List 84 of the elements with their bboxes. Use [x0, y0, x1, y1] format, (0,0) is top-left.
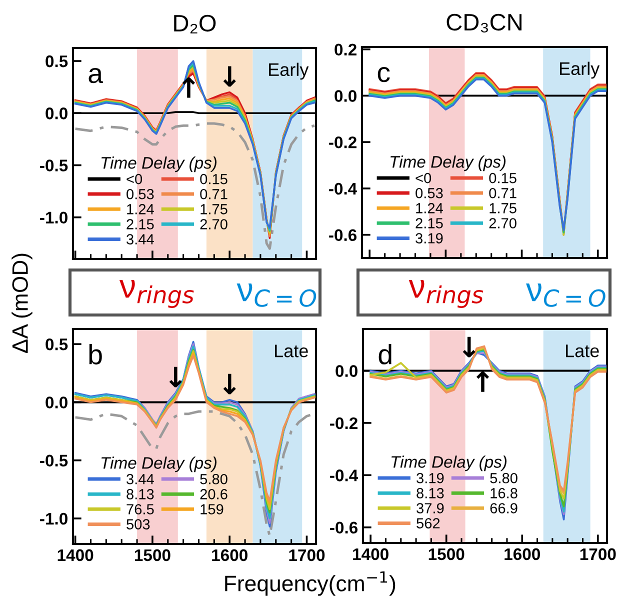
- legend-label: 1.24: [416, 203, 443, 214]
- legend-label: 5.80: [200, 474, 228, 484]
- legend-label: 8.13: [416, 488, 444, 498]
- annotation: ↓: [169, 366, 182, 388]
- annotation: b: [89, 344, 102, 364]
- legend-label: <0: [416, 172, 432, 184]
- annotation: Early: [560, 62, 600, 79]
- y-tick-label: -0.5: [40, 160, 68, 172]
- legend-title: Time Delay (ps): [392, 456, 507, 472]
- y-tick-label: 0.0: [46, 396, 68, 408]
- legend-label: 0.15: [200, 174, 228, 184]
- legend-label: 3.44: [126, 474, 154, 484]
- y-tick-label: -1.0: [40, 212, 68, 224]
- legend-label: 159: [200, 504, 224, 514]
- y-tick-label: 0.0: [334, 90, 356, 102]
- legend-label: 503: [126, 519, 150, 530]
- x-tick-label: 1500: [134, 549, 170, 562]
- legend-label: 0.15: [489, 172, 516, 184]
- y-tick-label: -0.6: [329, 229, 357, 242]
- legend-label: 3.19: [416, 472, 444, 484]
- legend-label: 3.19: [416, 233, 443, 244]
- annotation: ↑: [182, 77, 196, 98]
- legend-label: 2.15: [416, 218, 443, 228]
- legend-label: 562: [416, 518, 440, 528]
- x-tick-label: 1700: [289, 549, 325, 562]
- band-label: ν$_{rings}$: [408, 280, 484, 308]
- legend-title: Time Delay (ps): [102, 156, 216, 172]
- x-tick-label: 1700: [580, 548, 616, 560]
- legend-label: 0.71: [489, 188, 516, 198]
- annotation: d: [378, 344, 392, 364]
- x-tick-label: 1400: [58, 549, 94, 562]
- legend-label: 66.9: [490, 503, 518, 514]
- annotation: ↓: [223, 374, 236, 394]
- legend-label: 1.75: [200, 204, 228, 214]
- annotation: Late: [275, 344, 308, 358]
- legend-label: 2.70: [489, 218, 516, 228]
- y-tick-label: -0.6: [330, 522, 358, 534]
- legend-label: 16.8: [490, 488, 518, 498]
- x-tick-label: 1600: [504, 548, 540, 560]
- band-label: ν$_{C=O}$: [526, 283, 606, 307]
- x-tick-label: 1600: [212, 549, 248, 562]
- legend-label: 20.6: [200, 489, 228, 500]
- legend-label: 0.71: [200, 188, 228, 200]
- y-tick-label: -0.2: [330, 417, 358, 430]
- legend-label: 76.5: [126, 504, 154, 514]
- y-axis-title: ΔA (mOD): [12, 254, 32, 353]
- y-tick-label: 0.0: [336, 365, 358, 377]
- y-tick-label: 0.0: [46, 108, 68, 120]
- band-label: ν$_{rings}$: [119, 280, 194, 308]
- annotation: a: [88, 68, 104, 84]
- line-series: [74, 122, 316, 250]
- legend-label: 2.15: [126, 219, 154, 230]
- x-axis-title: Frequency(cm$^{−1}$): [225, 571, 396, 596]
- y-tick-label: -0.5: [40, 454, 68, 467]
- annotation: ↓: [223, 66, 236, 87]
- legend-label: 0.53: [416, 188, 443, 198]
- y-tick-label: -0.4: [329, 182, 358, 195]
- band-label: ν$_{C=O}$: [236, 283, 316, 307]
- y-tick-label: 0.2: [334, 44, 356, 56]
- x-tick-label: 1400: [353, 548, 388, 560]
- legend-label: 3.44: [126, 234, 154, 244]
- annotation: c: [378, 66, 390, 82]
- legend-label: 5.80: [490, 472, 518, 484]
- legend-title: Time Delay (ps): [102, 456, 216, 472]
- legend-label: 8.13: [126, 489, 154, 500]
- chart-title: D₂O: [174, 14, 216, 34]
- legend-label: 37.9: [416, 503, 444, 514]
- legend-title: Time Delay (ps): [390, 156, 506, 172]
- y-tick-label: -0.2: [329, 136, 356, 148]
- y-tick-label: -0.4: [330, 470, 358, 482]
- y-tick-label: 0.5: [46, 338, 68, 350]
- y-tick-label: -1.0: [40, 512, 68, 525]
- annotation: ↑: [476, 372, 490, 392]
- x-tick-label: 1500: [428, 548, 464, 560]
- legend-label: 1.75: [490, 203, 516, 214]
- annotation: Late: [566, 344, 599, 358]
- annotation: Early: [269, 62, 309, 80]
- legend-label: 1.24: [127, 204, 154, 214]
- annotation: ↓: [462, 336, 476, 358]
- legend-label: 0.53: [126, 188, 154, 200]
- legend-label: 2.70: [200, 219, 228, 230]
- legend-label: <0: [126, 174, 142, 184]
- chart-title: CD₃CN: [446, 14, 522, 32]
- y-tick-label: 0.5: [46, 55, 68, 68]
